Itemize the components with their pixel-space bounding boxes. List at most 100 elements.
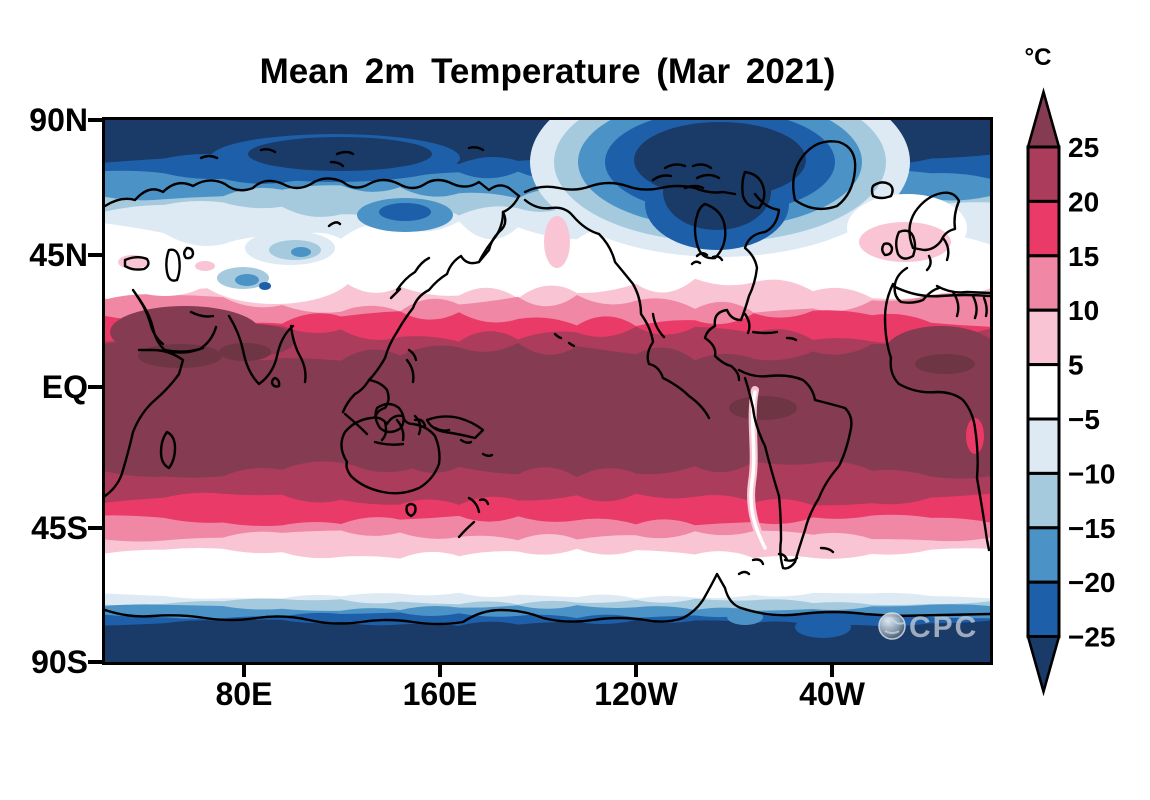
lat-tick-label: 45S: [31, 510, 88, 547]
lon-tick: [437, 665, 442, 677]
anomaly-pocket: [219, 343, 271, 361]
lat-tick-label: 90N: [29, 102, 88, 138]
lat-tick: [88, 385, 103, 390]
watermark-globe-land: [883, 618, 905, 634]
coastline-japan: [389, 256, 431, 300]
coastline-greenland: [792, 140, 857, 211]
anomaly-pocket: [379, 203, 431, 221]
coastline-indochina: [367, 378, 390, 420]
lat-tick-label: 90S: [31, 644, 88, 680]
coastline-canadian-arctic: [651, 163, 766, 210]
anomaly-pocket: [341, 428, 433, 472]
coastline-aral-baikal: [183, 221, 342, 260]
watermark-text: CPC: [909, 611, 978, 644]
colorbar-tick-label: −25: [1068, 622, 1116, 653]
watermark-globe-icon: [878, 612, 906, 640]
lon-tick: [634, 665, 638, 677]
colorbar-segment: [1026, 526, 1061, 584]
colorbar-tick-label: 15: [1068, 241, 1099, 272]
coastline-arctic-islands: [199, 146, 485, 168]
anomaly-pocket: [138, 344, 222, 368]
coastline-antarctic-islands: [737, 546, 835, 576]
coastlines: [105, 140, 990, 626]
colorbar-segment: [1026, 580, 1061, 639]
lon-tick: [241, 665, 246, 677]
lat-tick: [88, 660, 103, 664]
cpc-watermark: CPC: [878, 611, 978, 644]
colorbar: 25 20 15 10 5 −5 −10 −15 −20 −25: [1026, 87, 1116, 697]
colorbar-tick-label: −20: [1068, 567, 1116, 598]
coastline-madagascar: [159, 430, 177, 470]
lat-tick-label: 45N: [29, 236, 88, 273]
colorbar-tick-label: 10: [1068, 295, 1099, 326]
colorbar-tick-label: −5: [1068, 404, 1100, 435]
colorbar-segment: [1026, 363, 1061, 421]
coastline-scandinavia: [908, 191, 961, 252]
coastline-india: [227, 314, 307, 386]
lat-tick-label: EQ: [41, 369, 88, 406]
anomaly-pocket: [259, 282, 271, 290]
lat-tick: [88, 118, 103, 122]
coastline-africa-west: [883, 282, 990, 552]
lat-tick: [88, 526, 103, 531]
anomaly-pocket: [795, 616, 851, 638]
anomaly-pocket: [915, 354, 975, 374]
lon-tick-label: 80E: [215, 676, 273, 712]
coastline-mediterranean: [935, 284, 990, 320]
map-frame: CPC: [102, 117, 993, 665]
anomaly-pocket: [195, 261, 215, 271]
coastline-sumatra-java: [343, 412, 405, 446]
anomaly-pocket: [859, 222, 951, 262]
coastline-iceland: [870, 181, 894, 200]
coastline-tasmania: [405, 502, 417, 518]
colorbar-unit-label: °C: [1024, 44, 1052, 71]
world-temperature-map: CPC: [105, 120, 990, 662]
coastline-great-lakes: [690, 252, 724, 266]
colorbar-segment: [1026, 145, 1061, 203]
coastline-british-isles: [881, 229, 917, 260]
colorbar-arrow-bottom: [1026, 635, 1061, 697]
coastline-red-sea: [131, 288, 165, 346]
lon-tick: [830, 665, 835, 677]
anomaly-pocket: [544, 216, 570, 268]
andes-cool-stripe-core: [749, 390, 767, 550]
coastline-sri-lanka: [270, 376, 281, 388]
lon-tick-label: 40W: [799, 676, 865, 712]
coastline-new-zealand: [457, 496, 490, 539]
lat-tick: [88, 252, 103, 257]
coastline-north-america-east: [703, 192, 781, 382]
coastline-north-america-west: [523, 198, 711, 420]
coastline-antarctica: [105, 572, 990, 626]
coastline-africa-north: [891, 284, 990, 298]
coastline-hudson-bay: [693, 202, 727, 260]
coastline-hawaii: [553, 332, 576, 348]
colorbar-tick-label: 20: [1068, 186, 1099, 217]
coastline-australia: [340, 414, 441, 495]
colorbar-segment: [1026, 254, 1061, 312]
coastline-caspian-sea: [165, 248, 181, 282]
coastline-north-america-arctic: [523, 181, 737, 196]
coastline-eurasia-north: [105, 177, 521, 208]
colorbar-tick-label: −15: [1068, 513, 1116, 544]
colorbar-tick-label: −10: [1068, 458, 1116, 489]
anomaly-pocket: [729, 396, 797, 420]
coastline-melanesia: [433, 426, 494, 457]
colorbar-segment: [1026, 417, 1061, 475]
coastline-caribbean: [751, 330, 798, 342]
temperature-bands: [105, 120, 990, 662]
coastline-africa-east: [105, 348, 185, 498]
anomaly-pocket: [727, 609, 763, 625]
colorbar-segment: [1026, 308, 1061, 367]
anomaly-pockets: [110, 120, 990, 638]
colorbar-segment: [1026, 471, 1061, 530]
lon-tick-label: 120W: [594, 676, 678, 712]
colorbar-tick-label: 5: [1068, 350, 1084, 381]
colorbar-tick-label: 25: [1068, 132, 1099, 163]
anomaly-pocket: [291, 247, 311, 257]
colorbar-segment: [1026, 199, 1061, 258]
anomaly-pocket: [235, 274, 259, 286]
temperature-band: [105, 619, 990, 662]
coastline-kamchatka: [477, 210, 505, 264]
colorbar-arrow-top: [1026, 87, 1061, 149]
